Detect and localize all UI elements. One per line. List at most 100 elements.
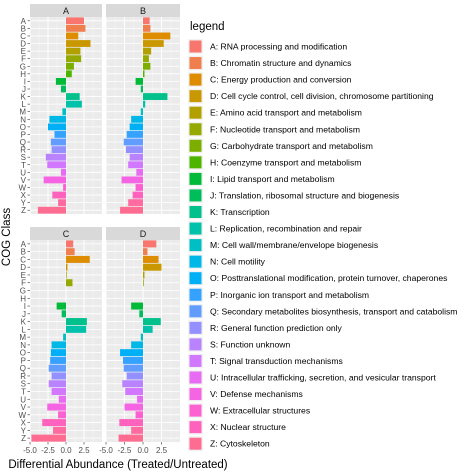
legend-swatch	[189, 338, 202, 351]
bar-b-w	[135, 184, 143, 191]
bar-c-m	[63, 333, 66, 341]
bar-a-h	[66, 70, 72, 78]
y-tick-label-p: P	[21, 130, 26, 139]
bar-a-x	[52, 191, 66, 199]
y-tick-label-o: O	[20, 349, 26, 358]
y-tick-label-b: B	[21, 24, 26, 33]
bar-d-w	[135, 411, 143, 419]
legend-item-o: O: Posttranslational modification, prote…	[188, 270, 447, 286]
bar-c-v	[47, 403, 66, 411]
legend-item-b: B: Chromatin structure and dynamics	[188, 55, 351, 71]
legend-item-x: X: Nuclear structure	[188, 419, 286, 435]
legend-swatch	[189, 239, 202, 252]
legend-swatch	[189, 172, 202, 185]
legend-label: X: Nuclear structure	[210, 422, 286, 432]
x-tick-label: 2.5	[78, 446, 90, 455]
bar-b-j	[140, 85, 143, 93]
bar-c-i	[56, 302, 66, 310]
legend: legend A: RNA processing and modificatio…	[188, 21, 457, 452]
legend-item-t: T: Signal transduction mechanisms	[188, 353, 343, 369]
facet-strip	[30, 4, 102, 17]
facet-panel-b: B	[105, 4, 180, 214]
legend-swatch	[189, 57, 202, 70]
bar-b-l	[143, 100, 146, 108]
legend-item-a: A: RNA processing and modification	[188, 39, 347, 54]
bar-b-f	[143, 55, 149, 63]
bar-d-x	[119, 419, 143, 427]
legend-label: V: Defense mechanisms	[210, 389, 303, 399]
legend-item-e: E: Amino acid transport and metabolism	[188, 105, 362, 121]
bar-d-f	[143, 279, 144, 287]
bar-d-d	[143, 263, 162, 271]
legend-item-p: P: Inorganic ion transport and metabolis…	[188, 287, 369, 303]
legend-item-h: H: Coenzyme transport and metabolism	[188, 154, 361, 170]
y-tick-label-t: T	[21, 161, 26, 170]
legend-swatch	[189, 305, 202, 318]
legend-swatch	[189, 255, 202, 268]
bar-c-f	[66, 279, 73, 287]
bar-a-b	[66, 24, 86, 32]
y-tick-label-m: M	[19, 333, 26, 342]
bar-a-f	[66, 55, 82, 63]
y-tick-label-m: M	[19, 108, 26, 117]
y-tick-label-y: Y	[21, 199, 27, 208]
bar-b-o	[129, 123, 143, 131]
bar-d-s	[122, 380, 143, 388]
legend-item-w: W: Extracellular structures	[188, 403, 310, 419]
bar-c-j	[61, 310, 66, 318]
bar-b-g	[143, 62, 151, 70]
legend-item-c: C: Energy production and conversion	[188, 72, 352, 88]
bar-c-a	[66, 240, 74, 248]
bar-b-r	[125, 146, 143, 154]
bar-b-n	[131, 115, 143, 123]
bar-c-u	[58, 395, 66, 403]
legend-item-z: Z: Cytoskeleton	[188, 436, 270, 452]
legend-item-u: U: Intracellular trafficking, secretion,…	[188, 370, 436, 385]
legend-item-k: K: Transcription	[188, 204, 270, 220]
y-tick-label-d: D	[20, 40, 26, 49]
y-tick-label-v: V	[21, 403, 27, 412]
legend-label: A: RNA processing and modification	[210, 42, 347, 52]
facet-strip-label: B	[140, 6, 146, 16]
bar-b-q	[123, 138, 143, 146]
legend-swatch	[189, 404, 202, 417]
y-tick-label-x: X	[21, 191, 27, 200]
bar-b-m	[140, 108, 143, 116]
legend-label: U: Intracellular trafficking, secretion,…	[210, 373, 436, 383]
legend-item-i: I: Lipid transport and metabolism	[188, 171, 335, 187]
y-tick-label-w: W	[18, 411, 26, 420]
bar-a-i	[55, 77, 66, 85]
bar-b-s	[129, 153, 143, 161]
bar-a-w	[63, 184, 66, 191]
bar-d-t	[125, 388, 143, 395]
y-tick-label-r: R	[20, 372, 26, 381]
bar-b-e	[143, 47, 152, 55]
bar-d-v	[124, 403, 143, 411]
legend-swatch	[189, 321, 202, 334]
bar-d-r	[126, 372, 143, 380]
legend-items: A: RNA processing and modification B: Chr…	[188, 39, 457, 452]
bar-c-k	[66, 318, 87, 326]
bar-c-p	[50, 356, 66, 364]
y-tick-label-j: J	[22, 85, 26, 94]
bar-d-y	[131, 426, 143, 434]
facet-strip-label: C	[63, 229, 70, 239]
y-tick-label-a: A	[21, 240, 27, 249]
y-tick-label-f: F	[21, 279, 26, 288]
bar-a-u	[60, 168, 66, 176]
bar-a-y	[58, 199, 66, 207]
legend-label: S: Function unknown	[210, 339, 290, 349]
bar-a-g	[66, 62, 74, 70]
legend-swatch	[189, 73, 202, 86]
legend-swatch	[189, 156, 202, 169]
legend-swatch	[189, 206, 202, 218]
legend-label: I: Lipid transport and metabolism	[210, 174, 335, 184]
bar-a-o	[48, 123, 66, 131]
bar-c-z	[31, 434, 66, 442]
bar-d-a	[143, 240, 157, 248]
legend-swatch	[189, 139, 202, 152]
legend-label: P: Inorganic ion transport and metabolis…	[210, 290, 369, 300]
bar-a-s	[45, 153, 66, 161]
